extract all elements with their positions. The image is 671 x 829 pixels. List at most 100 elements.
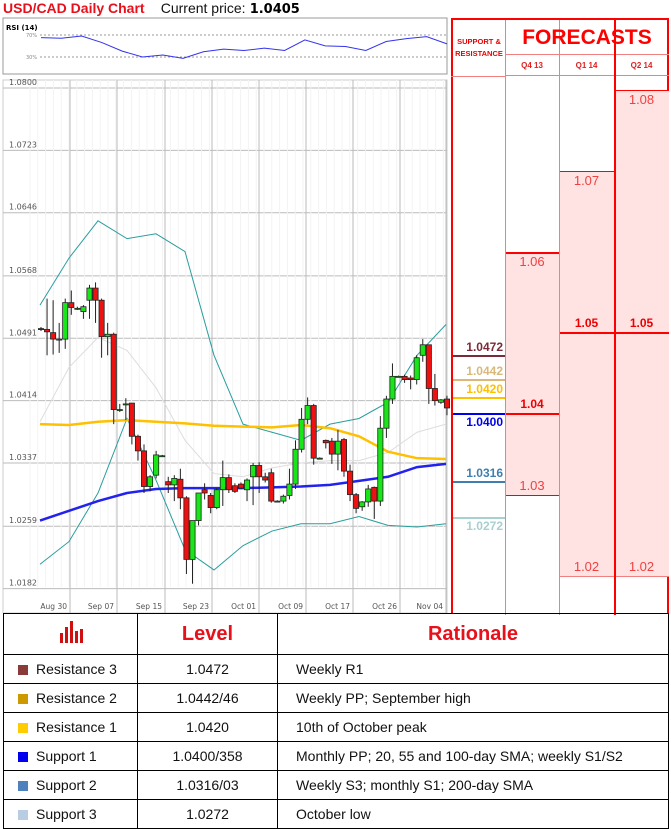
color-swatch [18,752,28,762]
candle [250,463,257,506]
level-rationale: Weekly S3; monthly S1; 200-day SMA [277,770,669,800]
candle-body-down [231,485,238,492]
y-tick: 1.0414 [9,391,37,400]
candle [50,300,57,355]
candle [183,496,190,574]
sr-line [453,396,505,399]
level-name-cell: Support 3 [3,799,138,829]
sr-line [453,378,505,381]
chart-title: USD/CAD Daily Chart Current price: 1.040… [3,0,300,17]
forecast-low-line [505,495,559,496]
forecast-high-label: 1.06 [519,254,545,269]
candle-body-down [256,465,263,478]
level-value: 1.0472 [137,654,278,684]
level-header: Level [137,613,278,655]
candle-body-down [68,302,75,308]
table-row: Support 1 1.0400/358 Monthly PP; 20, 55 an… [3,741,669,771]
sr-value: 1.0272 [466,518,503,533]
candle-body-up [104,333,111,338]
candle-body-up [419,344,426,356]
candle-body-down [340,439,347,472]
x-tick: Oct 09 [278,602,303,611]
candle-body-up [195,492,202,521]
candle [159,454,166,458]
candle-body-down [141,450,148,487]
sr-value: 1.0442 [466,363,503,378]
level-value: 1.0420 [137,712,278,742]
y-tick: 1.0800 [9,78,37,87]
table-row: Resistance 3 1.0472 Weekly R1 [3,654,669,684]
candle-body-up [171,478,178,486]
forecast-panel: 1.06 1.03 1.04 Q4 13 1.07 1.02 1.05 Q1 14 1.08 1.… [451,18,669,615]
level-rationale: Weekly PP; September high [277,683,669,713]
candle [62,298,69,349]
price-chart: RSI (14) 70% 30% 1.0800 1.0723 1.0646 1.… [2,17,450,613]
candle-body-up [159,455,166,458]
x-tick: Nov 04 [416,602,443,611]
candle [165,476,172,493]
candle [244,478,251,502]
candle [286,468,293,500]
candle [431,373,438,406]
level-name-cell: Resistance 1 [3,712,138,742]
candle-body-up [250,465,257,478]
column-divider [559,20,560,615]
candle-body-up [413,357,420,381]
candle [262,472,269,483]
candle [116,403,123,412]
candle-body-down [50,332,57,340]
candle-body-up [219,477,226,491]
candle-body-down [328,440,335,455]
candle [359,501,366,511]
y-tick: 1.0337 [9,453,37,462]
candle-body-up [244,479,251,491]
candle [80,305,87,319]
rsi-30-label: 30% [26,55,37,61]
candle [328,437,335,464]
candle-body-down [165,481,172,486]
candle [153,450,160,479]
candle [237,482,244,489]
table-row: Resistance 2 1.0442/46 Weekly PP; Septembe… [3,683,669,713]
current-price-label: Current price: [160,0,246,16]
candle-body-down [98,299,105,338]
x-tick: Sep 07 [88,602,114,611]
rsi-70-label: 70% [26,33,37,39]
level-name: Support 3 [36,806,97,822]
color-swatch [18,810,28,820]
level-rationale: Monthly PP; 20, 55 and 100-day SMA; week… [277,741,669,771]
level-value: 1.0272 [137,799,278,829]
color-swatch [18,723,28,733]
y-tick: 1.0182 [9,579,37,588]
candle [128,402,135,445]
candle-body-up [74,307,81,310]
level-name: Resistance 1 [36,719,117,735]
candle-body-down [268,472,275,502]
candle [98,298,105,358]
forecast-low-line [559,576,614,577]
candle [377,416,384,506]
candle-body-up [274,500,281,503]
candle [371,486,378,519]
candle [365,484,372,507]
candle-body-up [56,338,63,341]
candle-body-up [395,375,402,378]
candle [419,339,426,362]
candle [189,520,196,584]
candle [407,375,414,390]
candle [395,375,402,378]
x-tick: Oct 26 [372,602,397,611]
candle [389,363,396,404]
icon-cell [3,613,138,655]
candle [201,483,208,500]
candle-body-up [334,440,341,455]
candle [110,332,117,425]
candle [292,440,299,489]
candle-body-down [183,497,190,560]
candle-body-down [207,495,214,508]
x-tick: Aug 30 [40,602,67,611]
candle [401,374,408,383]
forecast-median-line [614,332,669,334]
candle-body-up [86,287,93,301]
level-name: Resistance 3 [36,661,117,677]
